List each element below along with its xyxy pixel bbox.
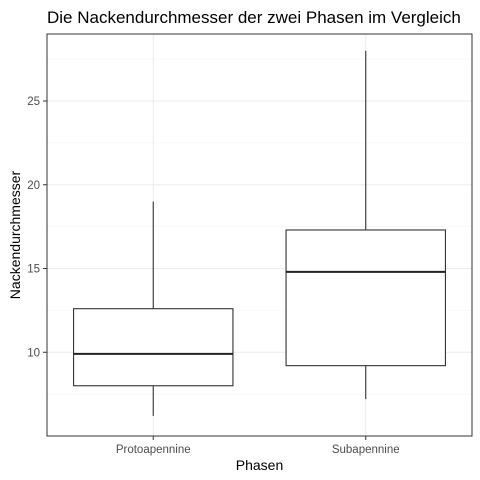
x-axis-title: Phasen bbox=[236, 457, 283, 473]
box-subapennine bbox=[285, 50, 446, 400]
box-body bbox=[285, 229, 446, 367]
y-tick-label: 20 bbox=[27, 180, 40, 192]
y-tick-label: 25 bbox=[27, 96, 40, 108]
x-tick-label: Subapennine bbox=[332, 444, 400, 456]
chart-title: Die Nackendurchmesser der zwei Phasen im… bbox=[47, 8, 461, 27]
x-tick-label: Protoapennine bbox=[116, 444, 191, 456]
box-body bbox=[73, 308, 234, 387]
axes: 10 15 20 25 Protoapennine Subapennine bbox=[27, 96, 399, 456]
y-axis-title: Nackendurchmesser bbox=[7, 170, 23, 299]
box-layer bbox=[73, 50, 446, 416]
panel-border bbox=[46, 33, 473, 437]
box-protoapennine bbox=[73, 201, 234, 416]
y-tick-label: 10 bbox=[27, 347, 40, 359]
y-tick-label: 15 bbox=[27, 264, 40, 276]
